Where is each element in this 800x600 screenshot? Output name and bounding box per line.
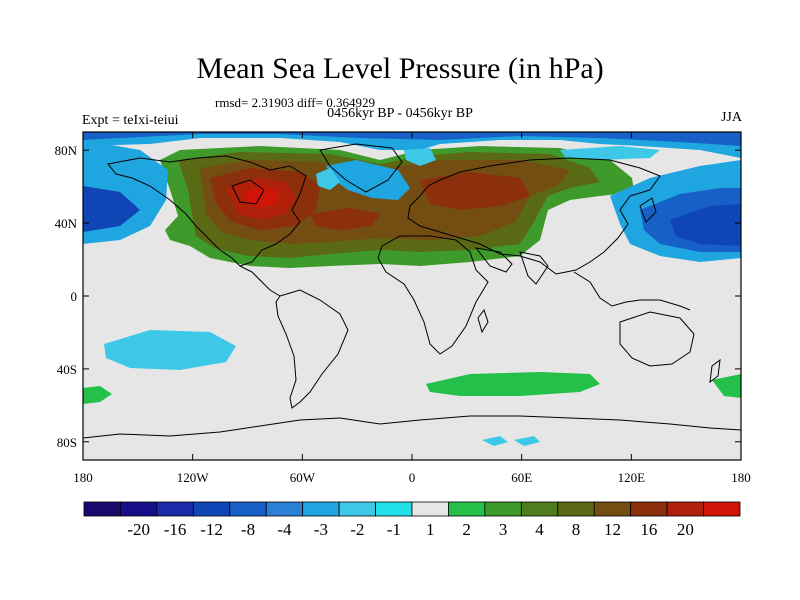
colorbar-label: 1 — [426, 520, 435, 539]
colorbar-swatch — [520, 501, 559, 517]
lon-tick-label: 180 — [731, 470, 751, 485]
coast-africa — [377, 235, 489, 355]
colorbar-swatch — [593, 501, 632, 517]
colorbar-label: -4 — [277, 520, 292, 539]
pressure-anomaly-field — [83, 132, 741, 446]
experiment-label: Expt = teIxi-teiui — [82, 113, 179, 128]
coastlines — [83, 143, 741, 439]
field-arctic-blue — [83, 132, 741, 158]
stats-text: rmsd= 2.31903 diff= 0.364929 — [215, 95, 375, 110]
colorbar: -20 -16 -12 -8 -4 -3 -2 -1 1 2 3 4 8 12 16 20 — [83, 501, 741, 539]
coast-hudson-bay — [231, 179, 265, 205]
colorbar-label: -1 — [387, 520, 401, 539]
colorbar-swatch — [265, 501, 304, 517]
field-south-atlantic-green — [83, 386, 112, 404]
colorbar-swatch — [192, 501, 231, 517]
colorbar-label: -3 — [314, 520, 328, 539]
colorbar-label: -2 — [350, 520, 364, 539]
colorbar-swatch — [338, 501, 376, 517]
coast-central-america — [239, 265, 281, 297]
lat-tick-label: 80N — [55, 143, 78, 158]
colorbar-label: -8 — [241, 520, 255, 539]
field-north-pacific-east-deep — [670, 204, 741, 246]
colorbar-label: -20 — [127, 520, 150, 539]
colorbar-label: 3 — [499, 520, 508, 539]
field-south-pacific-cyan — [104, 330, 236, 370]
field-nordic-cyan — [404, 148, 436, 166]
season-label: JJA — [720, 110, 742, 125]
coast-australia — [619, 311, 695, 367]
field-siberia-cyan — [560, 146, 660, 160]
colorbar-swatch — [156, 501, 194, 517]
axis-tick-labels: 180 120W 60W 0 60E 120E 180 80N 40N 0 40S 80S — [55, 143, 751, 485]
coast-new-zealand — [709, 358, 721, 384]
field-antarctic-cyan-2 — [514, 436, 540, 446]
coast-greenland — [319, 143, 403, 193]
colorbar-label: -12 — [200, 520, 223, 539]
field-greenland-low-cyan — [316, 168, 340, 190]
coast-madagascar — [477, 308, 489, 334]
colorbar-swatch — [411, 501, 449, 517]
field-southern-ocean-green — [426, 372, 600, 396]
colorbar-swatch — [484, 501, 522, 517]
coast-antarctica — [83, 415, 741, 439]
coast-se-asia — [573, 271, 691, 311]
coast-europe-asia — [407, 157, 661, 275]
colorbar-swatch — [557, 501, 595, 517]
colorbar-label: 4 — [535, 520, 544, 539]
lon-tick-label: 120W — [177, 470, 210, 485]
coast-north-america — [107, 155, 307, 267]
lat-tick-label: 40N — [55, 216, 78, 231]
colorbar-swatch — [120, 501, 158, 517]
colorbar-label: 20 — [677, 520, 694, 539]
lat-tick-label: 40S — [57, 362, 77, 377]
colorbar-swatch — [229, 501, 267, 517]
lat-tick-label: 0 — [71, 289, 78, 304]
lon-tick-label: 60W — [290, 470, 316, 485]
lat-tick-label: 80S — [57, 435, 77, 450]
field-eurasia-brown — [420, 172, 530, 210]
field-antarctic-cyan-1 — [482, 436, 508, 446]
colorbar-label: 16 — [640, 520, 657, 539]
colorbar-label: -16 — [164, 520, 187, 539]
colorbar-label: 12 — [604, 520, 621, 539]
field-nh-brightred — [244, 186, 278, 208]
field-south-indian-green — [712, 374, 741, 398]
coast-arabia-india — [474, 247, 549, 285]
colorbar-swatch — [375, 501, 413, 517]
lon-tick-label: 60E — [511, 470, 532, 485]
field-arctic-deep — [83, 132, 741, 146]
field-atlantic-brown — [310, 208, 380, 230]
colorbar-swatch — [630, 501, 668, 517]
axis-ticks — [82, 132, 742, 460]
colorbar-swatch — [302, 501, 340, 517]
coast-japan — [639, 197, 657, 223]
colorbar-swatch — [448, 501, 486, 517]
lon-tick-label: 180 — [73, 470, 93, 485]
plot-subtitle: 0456kyr BP - 0456kyr BP — [327, 106, 473, 121]
colorbar-swatch — [83, 501, 121, 517]
lon-tick-label: 120E — [618, 470, 646, 485]
colorbar-label: 8 — [572, 520, 581, 539]
colorbar-swatch — [666, 501, 704, 517]
field-north-pacific-west-deep — [83, 186, 140, 232]
field-greenland-low — [326, 160, 410, 200]
lon-tick-label: 0 — [409, 470, 416, 485]
plot-title: Mean Sea Level Pressure (in hPa) — [196, 52, 604, 85]
colorbar-label: 2 — [462, 520, 471, 539]
coast-south-america — [275, 289, 349, 409]
colorbar-swatch — [703, 501, 741, 517]
